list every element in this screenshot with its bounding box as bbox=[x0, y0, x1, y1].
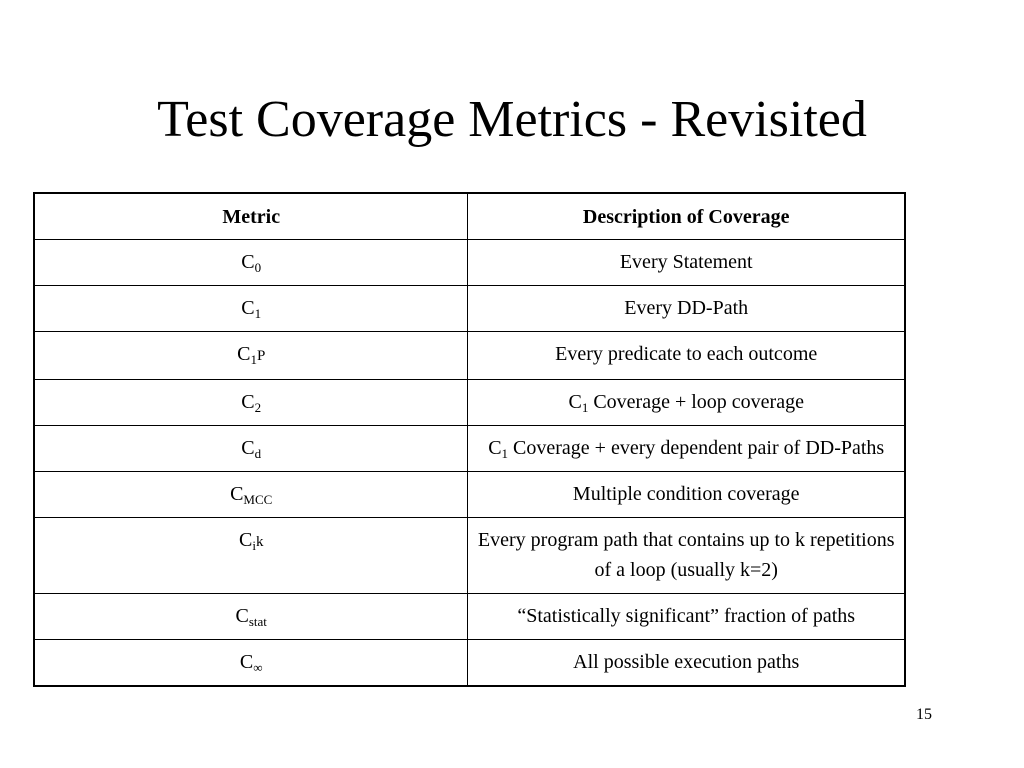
metric-subscript: 2 bbox=[254, 400, 262, 415]
metric-subscript: 1 bbox=[254, 306, 262, 321]
metric-cell: Cik bbox=[33, 517, 469, 594]
metric-subscript: stat bbox=[248, 614, 267, 629]
table-row: CMCC Multiple condition coverage bbox=[33, 471, 906, 518]
metric-subscript: d bbox=[254, 446, 262, 461]
metric-cell: C1P bbox=[33, 331, 469, 380]
metric-symbol: C bbox=[241, 251, 255, 273]
description-cell: C1 Coverage + every dependent pair of DD… bbox=[467, 425, 906, 472]
description-cell: Every Statement bbox=[467, 239, 906, 286]
metric-symbol: C bbox=[235, 605, 249, 627]
description-prefix: C bbox=[488, 437, 502, 459]
description-subscript: 1 bbox=[501, 446, 509, 461]
metric-cell: C∞ bbox=[33, 639, 469, 687]
metric-cell: CMCC bbox=[33, 471, 469, 518]
metric-cell: C0 bbox=[33, 239, 469, 286]
page-number: 15 bbox=[916, 706, 932, 723]
metric-subscript: 0 bbox=[254, 260, 262, 275]
description-cell: Every predicate to each outcome bbox=[467, 331, 906, 380]
metric-symbol: C bbox=[241, 297, 255, 319]
description-cell: C1 Coverage + loop coverage bbox=[467, 379, 906, 426]
description-subscript: 1 bbox=[581, 400, 589, 415]
description-cell: Multiple condition coverage bbox=[467, 471, 906, 518]
description-cell: Every program path that contains up to k… bbox=[467, 517, 906, 594]
coverage-metrics-table: Metric Description of Coverage C0 Every … bbox=[33, 192, 906, 687]
table-header-row: Metric Description of Coverage bbox=[33, 192, 906, 240]
table-row: Cd C1 Coverage + every dependent pair of… bbox=[33, 425, 906, 472]
table-row: C∞ All possible execution paths bbox=[33, 639, 906, 687]
slide-title: Test Coverage Metrics - Revisited bbox=[157, 91, 867, 148]
metric-subscript: i bbox=[252, 538, 256, 553]
metric-symbol: C bbox=[241, 391, 255, 413]
description-cell: Every DD-Path bbox=[467, 285, 906, 332]
metric-subscript: ∞ bbox=[253, 660, 263, 675]
description-prefix: C bbox=[568, 391, 582, 413]
metric-symbol: C bbox=[230, 483, 244, 505]
metric-symbol: C bbox=[241, 437, 255, 459]
metric-cell: C1 bbox=[33, 285, 469, 332]
table-row: Cstat “Statistically significant” fracti… bbox=[33, 593, 906, 640]
metric-subscript: MCC bbox=[243, 492, 273, 507]
description-text: Coverage + every dependent pair of DD-Pa… bbox=[508, 437, 885, 459]
table-row: C0 Every Statement bbox=[33, 239, 906, 286]
metric-cell: Cstat bbox=[33, 593, 469, 640]
metric-cell: C2 bbox=[33, 379, 469, 426]
metric-suffix: P bbox=[256, 348, 266, 364]
metric-subscript: 1 bbox=[250, 352, 257, 367]
description-text: Coverage + loop coverage bbox=[588, 391, 804, 413]
table-row: C1 Every DD-Path bbox=[33, 285, 906, 332]
metric-cell: Cd bbox=[33, 425, 469, 472]
table-row: C2 C1 Coverage + loop coverage bbox=[33, 379, 906, 426]
column-header-metric: Metric bbox=[33, 192, 469, 240]
table-row: Cik Every program path that contains up … bbox=[33, 517, 906, 594]
metric-symbol: C bbox=[237, 343, 251, 365]
metric-symbol: C bbox=[239, 651, 254, 673]
description-cell: “Statistically significant” fraction of … bbox=[467, 593, 906, 640]
metric-suffix: k bbox=[255, 534, 264, 550]
table-row: C1P Every predicate to each outcome bbox=[33, 331, 906, 380]
metric-symbol: C bbox=[238, 529, 253, 551]
description-cell: All possible execution paths bbox=[467, 639, 906, 687]
column-header-description: Description of Coverage bbox=[467, 192, 906, 240]
